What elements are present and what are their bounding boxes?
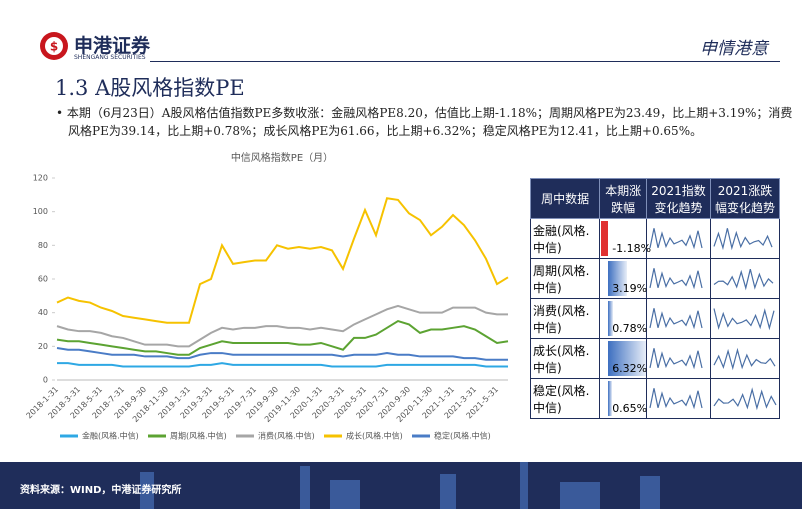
sparkline <box>713 269 774 291</box>
sparkline-path <box>649 308 703 330</box>
data-bar <box>608 301 613 336</box>
header-rule <box>150 61 780 62</box>
bullet: • 本期（6月23日）A股风格估值指数PE多数收涨：金融风格PE8.20，估值比… <box>56 106 793 138</box>
data-bar <box>608 341 647 376</box>
svg-text:$: $ <box>50 40 58 54</box>
change-cell: -1.18% <box>599 218 651 259</box>
sparkline <box>713 347 776 371</box>
th: 2021涨跌幅变化趋势 <box>710 178 780 219</box>
change-cell: 0.78% <box>599 298 648 339</box>
legend-label: 周期(风格.中信) <box>170 431 227 441</box>
y-tick-label: 120 <box>33 174 48 183</box>
change-label: -1.18% <box>612 242 652 255</box>
data-bar <box>608 381 613 416</box>
bullet-text: 本期（6月23日）A股风格估值指数PE多数收涨：金融风格PE8.20，估值比上期… <box>66 106 793 138</box>
table-row: 金融(风格.中信) -1.18% <box>529 218 780 259</box>
sparkline-path <box>713 347 776 371</box>
y-tick-label: 0 <box>43 376 48 385</box>
row-name: 消费(风格.中信) <box>529 298 601 339</box>
sparkline <box>649 348 703 370</box>
change-label: 6.32% <box>612 362 648 375</box>
change-cell: 6.32% <box>599 338 648 379</box>
y-tick-label: 80 <box>38 241 48 250</box>
table-row: 稳定(风格.中信) 0.65% <box>529 378 780 419</box>
trend-cell <box>646 298 711 339</box>
footer-source: 资料来源：WIND，中港证券研究所 <box>20 485 182 496</box>
th: 本期涨跌幅 <box>599 178 648 219</box>
sparkline-path <box>649 388 703 410</box>
change-cell: 3.19% <box>599 258 648 299</box>
sparkline-path <box>713 269 774 291</box>
trend-cell <box>646 218 711 259</box>
trend-cell <box>710 258 780 299</box>
sparkline <box>649 388 703 410</box>
sparkline <box>713 228 773 251</box>
legend-label: 消费(风格.中信) <box>258 431 315 441</box>
sparkline-path <box>649 228 703 250</box>
change-cell: 0.65% <box>599 378 648 419</box>
y-tick-label: 20 <box>38 342 48 351</box>
trend-cell <box>646 378 711 419</box>
chart: 中信风格指数PE（月） 0204060801001202018-1-312018… <box>25 151 509 441</box>
data-bar <box>608 261 628 296</box>
sparkline-path <box>713 228 773 251</box>
sparkline-path <box>649 268 703 290</box>
trend-cell <box>710 298 780 339</box>
change-label: 0.78% <box>612 322 648 335</box>
sparkline <box>713 387 777 411</box>
row-name: 周期(风格.中信) <box>529 258 601 299</box>
slide-title: 1.3 A股风格指数PE <box>55 76 245 100</box>
legend-label: 稳定(风格.中信) <box>434 431 491 441</box>
trend-cell <box>710 338 780 379</box>
motto: 申情港意 <box>700 39 768 59</box>
y-tick-label: 60 <box>38 275 48 284</box>
table-row: 周期(风格.中信) 3.19% <box>529 258 780 299</box>
row-name: 金融(风格.中信) <box>529 218 601 259</box>
row-name: 稳定(风格.中信) <box>529 378 601 419</box>
y-tick-label: 100 <box>33 207 48 216</box>
series-line <box>57 362 508 368</box>
trend-cell <box>710 218 780 259</box>
trend-cell <box>646 258 711 299</box>
chart-title: 中信风格指数PE（月） <box>231 151 333 164</box>
sparkline <box>713 308 775 331</box>
row-name: 成长(风格.中信) <box>529 338 601 379</box>
footer-band <box>0 462 802 509</box>
series-line <box>56 304 508 348</box>
series-line <box>56 197 509 324</box>
trend-cell <box>710 378 780 419</box>
brand-en: SHENGANG SECURITIES <box>74 54 146 61</box>
logo-icon: $ <box>40 32 68 60</box>
th: 周中数据 <box>529 178 601 219</box>
sparkline-path <box>713 387 777 411</box>
series-line <box>56 347 508 361</box>
sparkline <box>649 268 703 290</box>
table-row: 成长(风格.中信) 6.32% <box>529 338 780 379</box>
data-bar <box>601 221 609 256</box>
sparkline-path <box>649 348 703 370</box>
change-label: 0.65% <box>612 402 648 415</box>
legend-label: 金融(风格.中信) <box>82 431 139 441</box>
legend-label: 成长(风格.中信) <box>346 431 403 441</box>
sparkline <box>649 228 703 250</box>
brand: 申港证券 <box>74 35 151 57</box>
series-line <box>56 319 509 356</box>
change-label: 3.19% <box>612 282 648 295</box>
sparkline-path <box>713 308 775 331</box>
table: 周中数据 本期涨跌幅 2021指数变化趋势 2021涨跌幅变化趋势 金融(风格.中信)… <box>529 178 780 419</box>
sparkline <box>649 308 703 330</box>
table-row: 消费(风格.中信) 0.78% <box>529 298 780 339</box>
th: 2021指数变化趋势 <box>646 178 711 219</box>
trend-cell <box>646 338 711 379</box>
y-tick-label: 40 <box>38 308 48 317</box>
